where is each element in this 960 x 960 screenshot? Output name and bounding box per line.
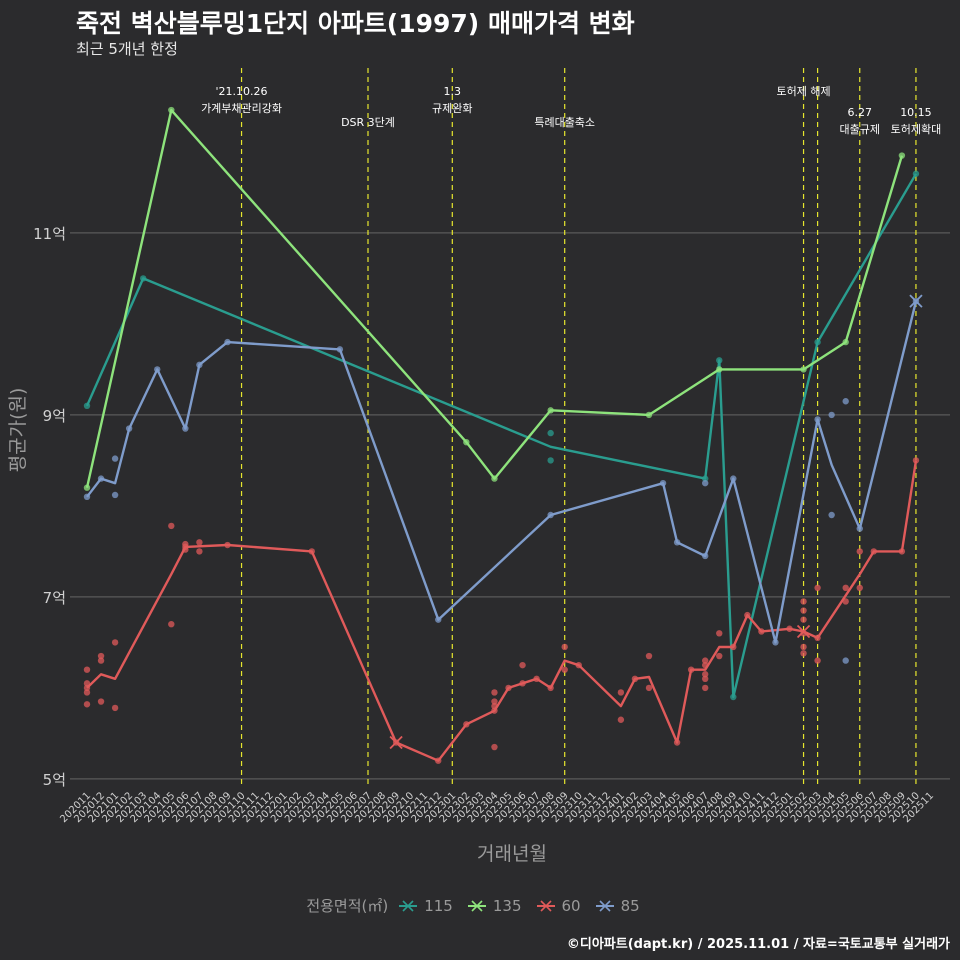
data-point [716,652,723,660]
data-point [83,666,91,673]
data-point [842,584,849,591]
data-point [842,657,849,664]
y-tick-label: 7억 [43,589,66,607]
data-point [111,704,119,712]
data-point [83,689,91,696]
series-60 [83,457,920,764]
series-135 [83,106,906,491]
data-point [111,639,119,646]
data-point [97,657,105,664]
series-line [85,108,904,488]
data-point [702,671,709,678]
event-annotation: '21.10.26 [216,85,268,98]
data-point [800,607,807,614]
cross-marker [796,624,811,639]
data-point [168,522,175,530]
event-annotation: 토허제 해제 [776,84,830,98]
chart-subtitle: 최근 5개년 한정 [76,40,178,58]
source-caption: ©디아파트(dapt.kr) / 2025.11.01 / 자료=국토교통부 실… [566,937,950,952]
data-point [168,621,175,628]
data-point [491,743,498,751]
x-axis-title: 거래년월 [477,843,547,865]
series-85 [83,297,920,664]
data-point [814,657,821,664]
series-115 [83,170,920,701]
legend-item-60: 60 [536,897,581,915]
data-point [491,689,498,696]
event-annotation: 1.3 [444,85,462,98]
data-point [111,455,119,462]
data-point [716,630,723,637]
legend-cross-icon [595,899,614,912]
legend-items: 115 135 60 85 [398,897,653,915]
event-annotation: 가계부채관리강화 [201,102,282,115]
data-point [196,548,203,555]
data-point [645,652,653,660]
data-point [617,716,625,723]
legend-label: 60 [561,896,581,915]
data-point [800,598,807,605]
legend-cross-icon [467,899,486,912]
data-point [645,684,653,692]
data-point [702,675,709,682]
data-point [828,511,835,519]
legend-label: 85 [620,896,640,915]
series-layer [83,106,923,764]
legend-cross-icon [399,899,418,912]
event-annotation: 토허제확대 [891,123,942,136]
event-annotation: 6.27 [848,106,873,119]
data-point [856,584,863,591]
y-tick-label: 9억 [43,407,66,425]
data-point [561,666,568,673]
data-point [547,429,554,437]
axis-layer: 5억 7억 9억 11억 '21.10.26 가계부채관리강화 DSR 3단계 1.3 규제완화… [7,84,941,865]
series-line [86,460,918,762]
data-point [828,411,835,419]
legend-item-135: 135 [467,897,522,915]
data-point [519,661,526,669]
legend-label: 115 [424,896,453,915]
series-line [86,300,918,644]
data-point [800,616,807,623]
chart-title: 죽전 벽산블루밍1단지 아파트(1997) 매매가격 변화 [76,9,635,38]
data-point [842,398,849,405]
y-tick-label: 5억 [43,771,66,789]
data-point [111,491,119,499]
data-point [83,701,91,708]
data-point [617,689,625,696]
cross-marker [909,294,923,308]
event-annotation: DSR 3단계 [341,116,395,129]
data-point [491,698,498,705]
data-point [702,479,709,487]
data-point [97,698,105,705]
legend-item-115: 115 [398,897,453,915]
event-annotation: 대출규제 [840,123,880,136]
cross-marker [389,735,403,750]
data-point [547,457,554,464]
event-annotation: 규제완화 [432,102,472,115]
data-point [800,643,807,651]
data-point [856,548,863,555]
data-point [800,650,807,657]
legend-item-85: 85 [595,897,640,915]
data-point [97,652,105,660]
y-axis-title: 평균가(원) [7,388,29,473]
data-point [702,684,709,692]
legend-label: 135 [492,896,522,915]
event-annotation: 특례대출축소 [534,116,595,129]
legend: 전용면적(㎡) 115 135 60 85 [0,895,960,916]
data-point [196,539,203,546]
series-line [85,173,918,699]
data-point [702,657,709,664]
data-point [561,643,568,651]
legend-cross-icon [536,899,555,912]
y-tick-label: 11억 [33,225,66,243]
event-annotation: 10.15 [900,106,932,119]
data-point [814,584,821,591]
legend-title: 전용면적(㎡) [306,897,389,915]
